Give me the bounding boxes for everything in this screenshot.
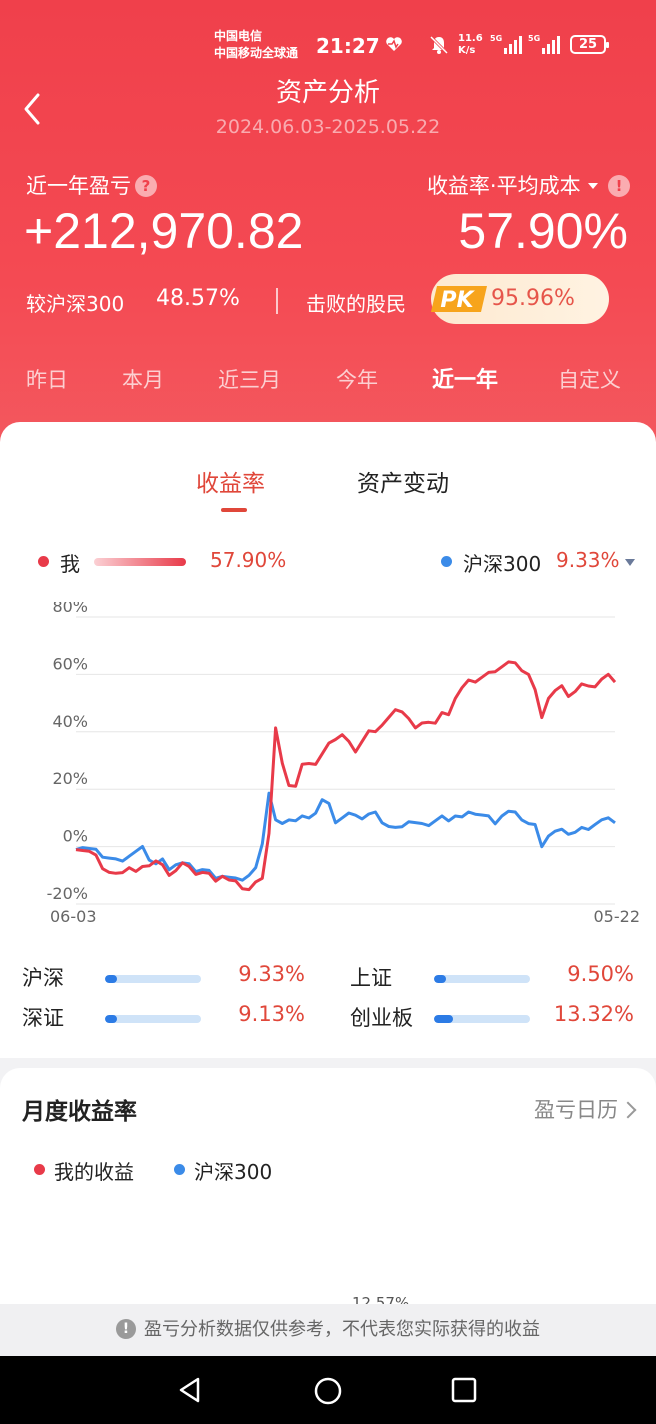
carrier-2: 中国移动全球通 xyxy=(214,46,299,60)
x-end-label: 05-22 xyxy=(594,907,641,926)
y-tick-label: 80% xyxy=(52,602,88,616)
rate-selector[interactable]: 收益率·平均成本 ! xyxy=(427,170,630,200)
header: 中国电信 中国移动全球通 21:27 11.6 K/s 5G 5G xyxy=(0,0,656,470)
index-dot-icon xyxy=(174,1164,185,1175)
index-value: 9.13% xyxy=(238,1002,305,1026)
index-name: 沪深 xyxy=(22,966,64,990)
calendar-link[interactable]: 盈亏日历 xyxy=(534,1094,637,1124)
series-line-me xyxy=(75,660,617,892)
period-this-month[interactable]: 本月 xyxy=(122,368,164,392)
nav-back-icon[interactable] xyxy=(176,1376,204,1404)
heartbeat-icon xyxy=(385,36,403,56)
period-one-year[interactable]: 近一年 xyxy=(432,368,499,393)
index-bar-fill xyxy=(105,1015,118,1023)
period-three-months[interactable]: 近三月 xyxy=(218,368,281,392)
disclaimer-text: 盈亏分析数据仅供参考，不代表您实际获得的收益 xyxy=(144,1319,540,1340)
beat-badge[interactable]: PK 95.96% xyxy=(431,274,609,324)
index-label[interactable]: 沪深300 xyxy=(463,552,542,576)
page-title: 资产分析 xyxy=(275,78,380,108)
battery-indicator: 25 xyxy=(570,35,609,54)
rate-label: 收益率·平均成本 xyxy=(426,174,581,198)
vs-label: 较沪深300 xyxy=(26,292,125,316)
me-value: 57.90% xyxy=(210,548,287,572)
pk-text: PK xyxy=(440,288,475,313)
net-speed: 11.6 K/s xyxy=(458,33,483,56)
index-bar-fill xyxy=(105,975,118,983)
y-tick-label: 0% xyxy=(63,827,88,846)
series-line-index xyxy=(75,791,616,882)
me-legend-bar xyxy=(94,558,186,566)
index-dropdown-icon[interactable] xyxy=(624,558,636,567)
pl-label: 近一年盈亏 xyxy=(26,174,131,198)
index-value: 9.50% xyxy=(567,962,634,986)
monthly-title: 月度收益率 xyxy=(22,1099,137,1125)
period-this-year[interactable]: 今年 xyxy=(336,368,378,392)
chart-card: 收益率 资产变动 我 57.90% 沪深300 9.33% 80% 60% 40% 2… xyxy=(0,422,656,1058)
period-custom[interactable]: 自定义 xyxy=(558,368,621,392)
clock: 21:27 xyxy=(316,34,380,58)
vs-value: 48.57% xyxy=(156,286,240,311)
help-icon[interactable]: ? xyxy=(135,175,157,197)
pl-label-group: 近一年盈亏? xyxy=(26,170,157,200)
legend-index: 沪深300 xyxy=(194,1160,273,1184)
info-icon: ! xyxy=(116,1319,136,1339)
nav-home-icon[interactable] xyxy=(313,1376,343,1406)
tab-asset-change[interactable]: 资产变动 xyxy=(357,471,449,497)
carrier-1: 中国电信 xyxy=(214,29,263,43)
index-dot-icon xyxy=(441,556,452,567)
return-chart: 80% 60% 40% 20% 0% -20% 06-03 05-22 xyxy=(47,602,641,926)
index-row: 沪深 9.33% 上证 9.50% xyxy=(0,962,656,994)
index-bar xyxy=(434,1015,530,1023)
me-label: 我 xyxy=(60,552,80,576)
back-icon[interactable] xyxy=(20,92,48,126)
status-bar: 中国电信 中国移动全球通 21:27 11.6 K/s 5G 5G xyxy=(0,24,656,68)
disclaimer: ! 盈亏分析数据仅供参考，不代表您实际获得的收益 xyxy=(0,1304,656,1356)
index-bar xyxy=(105,975,201,983)
me-dot-icon xyxy=(38,556,49,567)
nav-recents-icon[interactable] xyxy=(451,1377,477,1403)
index-name: 上证 xyxy=(350,966,392,990)
pk-icon: PK xyxy=(431,286,487,313)
comparison-row: 较沪深300 48.57% 击败的股民 PK 95.96% xyxy=(26,274,626,324)
chart-legend: 我 57.90% 沪深300 9.33% xyxy=(0,546,656,576)
index-bar-fill xyxy=(434,975,447,983)
index-value: 9.33% xyxy=(556,548,620,572)
index-bar-fill xyxy=(434,1015,454,1023)
period-tabs: 昨日 本月 近三月 今年 近一年 自定义 xyxy=(0,360,656,400)
calendar-link-label: 盈亏日历 xyxy=(534,1098,618,1122)
index-value: 9.33% xyxy=(238,962,305,986)
pl-value: +212,970.82 xyxy=(24,203,304,259)
legend-mine: 我的收益 xyxy=(54,1160,134,1184)
rate-value: 57.90% xyxy=(458,203,628,259)
index-name: 深证 xyxy=(22,1006,64,1030)
x-start-label: 06-03 xyxy=(50,907,97,926)
caret-down-icon xyxy=(588,183,599,189)
mute-bell-icon xyxy=(429,35,449,55)
signal-2-icon: 5G xyxy=(528,34,564,54)
carrier-info: 中国电信 中国移动全球通 xyxy=(214,28,298,62)
index-name: 创业板 xyxy=(350,1006,413,1030)
beat-value: 95.96% xyxy=(491,286,575,311)
y-tick-label: 40% xyxy=(52,712,88,731)
signal-1-icon: 5G xyxy=(490,34,524,54)
divider xyxy=(276,288,278,314)
system-nav-bar xyxy=(0,1356,656,1424)
index-value: 13.32% xyxy=(553,1002,634,1026)
y-tick-label: 20% xyxy=(52,769,88,788)
tab-indicator xyxy=(221,508,247,512)
index-bar xyxy=(105,1015,201,1023)
index-bar xyxy=(434,975,530,983)
chevron-right-icon xyxy=(619,1101,637,1119)
mine-dot-icon xyxy=(34,1164,45,1175)
y-tick-label: 60% xyxy=(52,654,88,673)
y-tick-label: -20% xyxy=(47,884,88,903)
period-yesterday[interactable]: 昨日 xyxy=(26,368,68,392)
index-row: 深证 9.13% 创业板 13.32% xyxy=(0,1002,656,1034)
info-icon[interactable]: ! xyxy=(608,175,630,197)
beat-label: 击败的股民 xyxy=(306,292,406,316)
date-range: 2024.06.03-2025.05.22 xyxy=(215,116,441,138)
tab-return-rate[interactable]: 收益率 xyxy=(196,471,265,497)
